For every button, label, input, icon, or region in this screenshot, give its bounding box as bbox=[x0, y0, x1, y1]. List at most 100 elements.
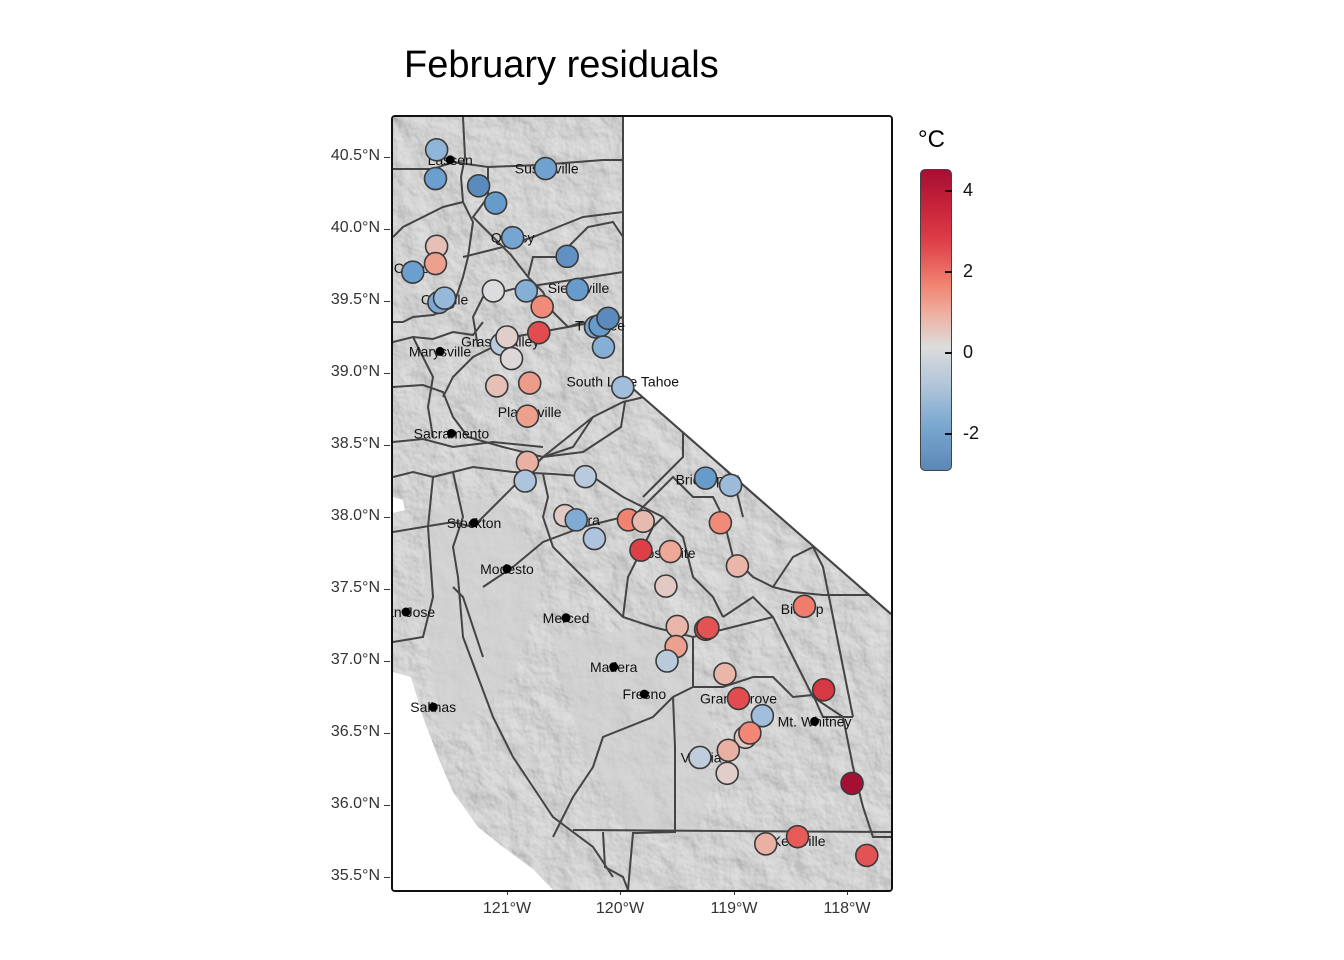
station-point[interactable]: 2.1 °C bbox=[792, 594, 817, 619]
station-point[interactable]: 0.1 °C bbox=[499, 346, 524, 371]
station-point[interactable]: -0.5 °C bbox=[688, 745, 712, 770]
city-dot bbox=[561, 613, 571, 623]
city-dot bbox=[428, 702, 438, 712]
y-tick-label: 37.0°N bbox=[330, 651, 380, 668]
station-point[interactable]: 0.9 °C bbox=[753, 832, 778, 856]
city-dot bbox=[445, 155, 455, 165]
station-point[interactable]: -1.9 °C bbox=[533, 156, 558, 181]
city-dot bbox=[639, 689, 649, 699]
x-tick-mark bbox=[734, 889, 735, 895]
city-marker: Stockton bbox=[447, 515, 501, 531]
city-marker: Merced bbox=[543, 610, 590, 626]
city-marker: Salinas bbox=[410, 699, 456, 715]
station-point[interactable]: 3.2 °C bbox=[811, 677, 836, 702]
x-tick-mark bbox=[847, 889, 848, 895]
station-point[interactable]: -2.4 °C bbox=[555, 244, 579, 269]
station-point[interactable]: 0.6 °C bbox=[484, 374, 509, 398]
station-point[interactable]: -2.6 °C bbox=[596, 306, 620, 331]
station-point[interactable]: 1.8 °C bbox=[530, 294, 554, 319]
station-point[interactable]: 0.3 °C bbox=[715, 761, 739, 786]
city-dot bbox=[446, 428, 456, 438]
station-point[interactable]: 0.4 °C bbox=[654, 574, 678, 598]
y-tick-label: 40.5°N bbox=[330, 147, 380, 164]
city-marker: Sacramento bbox=[414, 425, 490, 441]
station-point[interactable]: 0.8 °C bbox=[713, 662, 737, 686]
legend-tick-label: 2 bbox=[963, 261, 974, 281]
station-point[interactable]: 1.8 °C bbox=[708, 510, 733, 535]
station-point[interactable]: -0.8 °C bbox=[513, 469, 537, 493]
station-point[interactable]: 1.1 °C bbox=[658, 539, 683, 564]
x-tick-mark bbox=[620, 889, 621, 895]
station-point[interactable]: -2 °C bbox=[423, 166, 448, 191]
station-point[interactable]: 2.8 °C bbox=[726, 686, 751, 711]
station-point[interactable]: -1.1 °C bbox=[718, 473, 743, 498]
y-tick-mark bbox=[384, 733, 390, 734]
station-point[interactable]: -0.6 °C bbox=[573, 464, 598, 489]
y-tick-mark bbox=[384, 373, 390, 374]
station-point[interactable]: -1.2 °C bbox=[432, 286, 457, 310]
city-marker: Mt. Whitney bbox=[778, 713, 852, 729]
legend-tick-mark bbox=[945, 271, 952, 273]
y-tick-label: 39.0°N bbox=[330, 363, 380, 380]
station-point[interactable]: -2.6 °C bbox=[466, 174, 491, 198]
y-tick-label: 35.5°N bbox=[330, 867, 380, 884]
station-point[interactable]: 2.6 °C bbox=[785, 824, 810, 849]
x-tick-label: 118°W bbox=[823, 900, 871, 917]
plot-title: February residuals bbox=[404, 44, 719, 86]
city-dot bbox=[810, 716, 820, 726]
y-tick-label: 37.5°N bbox=[330, 579, 380, 596]
y-tick-mark bbox=[384, 229, 390, 230]
station-point[interactable]: 2.8 °C bbox=[526, 320, 551, 345]
station-point[interactable]: 0 °C bbox=[481, 279, 506, 303]
station-point[interactable]: 0.9 °C bbox=[716, 738, 741, 763]
legend-tick-label: 4 bbox=[963, 180, 974, 200]
station-point[interactable]: -0.8 °C bbox=[582, 526, 607, 551]
station-point[interactable]: 0.7 °C bbox=[631, 509, 655, 534]
city-dot bbox=[469, 518, 479, 528]
y-tick-mark bbox=[384, 445, 390, 446]
y-tick-label: 38.5°N bbox=[330, 435, 380, 452]
y-tick-mark bbox=[384, 877, 390, 878]
map-panel[interactable]: LassenSusanvilleQuincyChicoOrovilleSierr… bbox=[391, 115, 893, 892]
station-point[interactable]: 2.7 °C bbox=[696, 616, 720, 640]
y-tick-mark bbox=[384, 589, 390, 590]
station-point[interactable]: 1.3 °C bbox=[515, 404, 540, 429]
legend-tick-mark bbox=[945, 190, 952, 192]
station-points: -1.3 °C-2 °C-2.6 °C-2.1 °C-1.9 °C-1.8 °C… bbox=[400, 137, 879, 868]
city-marker: Fresno bbox=[623, 686, 667, 702]
station-point[interactable]: 1.3 °C bbox=[423, 251, 448, 276]
station-point[interactable]: 4.5 °C bbox=[840, 771, 864, 796]
station-point[interactable]: -2.1 °C bbox=[565, 277, 590, 302]
station-point[interactable]: -1.5 °C bbox=[591, 335, 616, 359]
station-point[interactable]: 0.8 °C bbox=[665, 614, 690, 639]
station-point[interactable]: 0.3 °C bbox=[495, 325, 519, 349]
station-point[interactable]: -1.6 °C bbox=[564, 508, 589, 532]
y-tick-label: 40.0°N bbox=[330, 219, 380, 236]
y-tick-mark bbox=[384, 301, 390, 302]
city-label: San Jose bbox=[393, 604, 435, 620]
station-point[interactable]: -1.8 °C bbox=[500, 225, 525, 250]
station-point[interactable]: -1 °C bbox=[750, 703, 775, 728]
station-point[interactable]: 2.7 °C bbox=[854, 843, 879, 868]
legend-tick-label: 0 bbox=[963, 342, 974, 362]
nevada-blank bbox=[623, 117, 891, 614]
legend-colorbar bbox=[920, 169, 952, 471]
station-point[interactable]: 3 °C bbox=[629, 538, 653, 562]
city-dot bbox=[401, 607, 411, 617]
map-canvas[interactable]: LassenSusanvilleQuincyChicoOrovilleSierr… bbox=[393, 117, 891, 890]
station-point[interactable]: -0.6 °C bbox=[655, 649, 679, 673]
station-point[interactable]: 0.8 °C bbox=[725, 554, 750, 578]
city-dot bbox=[435, 346, 445, 356]
city-marker: Madera bbox=[590, 659, 638, 675]
y-tick-mark bbox=[384, 517, 390, 518]
station-point[interactable]: -1.3 °C bbox=[424, 137, 449, 162]
station-point[interactable]: 1.9 °C bbox=[738, 721, 762, 745]
station-point[interactable]: -1.5 °C bbox=[514, 279, 539, 303]
station-point[interactable]: -2.1 °C bbox=[693, 466, 718, 490]
station-point[interactable]: -2.1 °C bbox=[483, 191, 508, 215]
station-point[interactable]: 1.4 °C bbox=[517, 371, 542, 395]
legend-tick-mark bbox=[945, 352, 952, 354]
station-point[interactable]: -2 °C bbox=[400, 260, 425, 284]
city-dot bbox=[609, 662, 619, 672]
station-point[interactable]: -1 °C bbox=[610, 375, 635, 400]
